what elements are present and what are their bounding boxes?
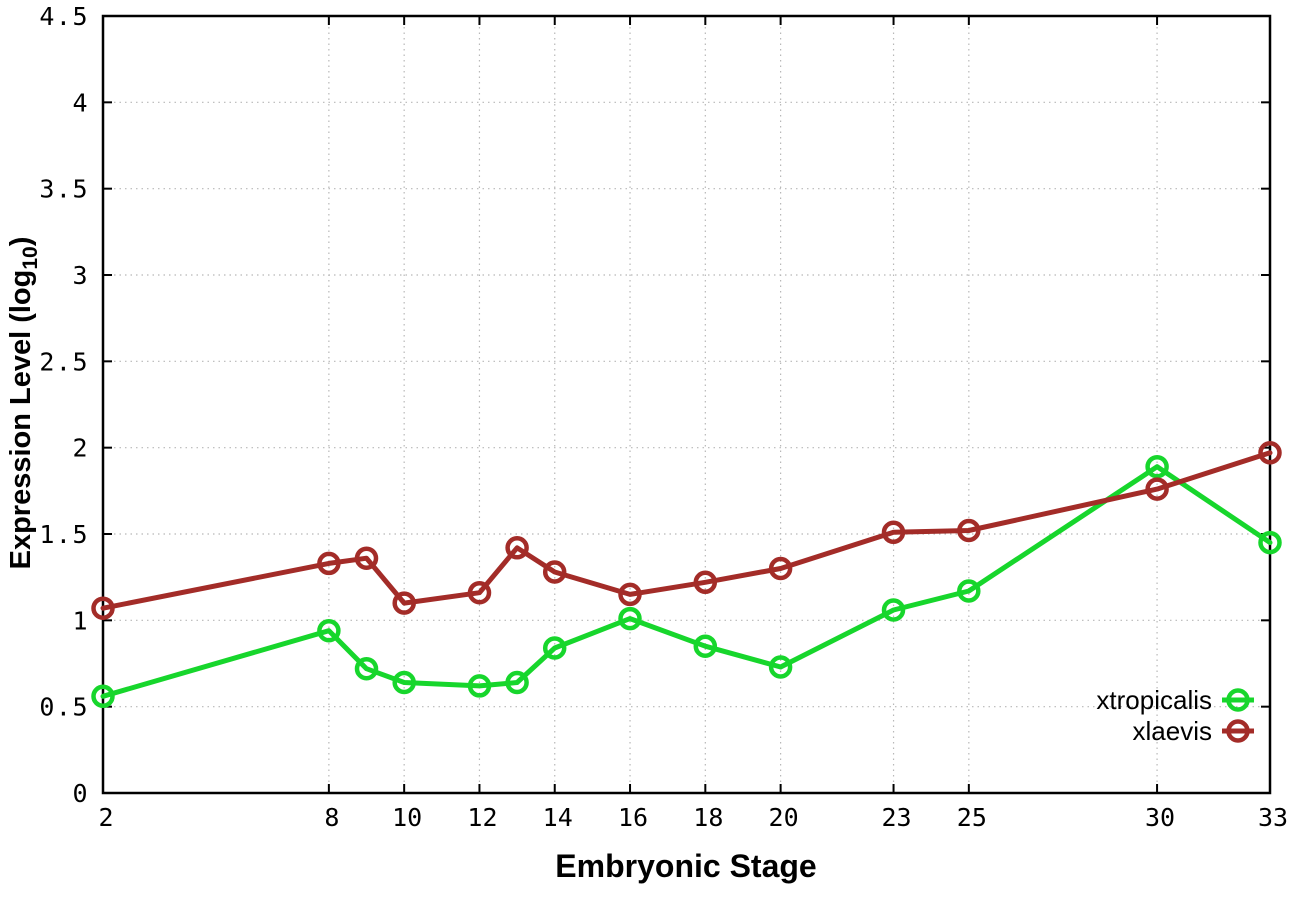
data-point-xlaevis <box>957 518 981 543</box>
legend-marker-xtropicalis <box>1226 688 1250 712</box>
y-tick-label: 1 <box>72 606 89 635</box>
data-point-xtropicalis <box>1145 454 1169 479</box>
data-point-xlaevis <box>542 560 567 584</box>
data-point-xtropicalis <box>881 598 906 622</box>
y-tick-label: 2 <box>72 434 89 463</box>
data-point-xtropicalis <box>91 684 115 709</box>
x-tick-label: 10 <box>392 803 422 832</box>
x-tick-label: 33 <box>1258 803 1288 832</box>
data-point-xlaevis <box>467 580 492 605</box>
data-point-xlaevis <box>881 520 906 545</box>
data-point-xtropicalis <box>542 636 567 660</box>
y-axis-title-subscript: 10 <box>19 246 42 269</box>
y-tick-label: 4.5 <box>39 2 89 31</box>
y-tick-label: 3.5 <box>39 175 89 204</box>
data-point-xlaevis <box>768 556 793 581</box>
legend-marker-xlaevis <box>1226 719 1250 743</box>
y-tick-label: 4 <box>72 88 89 117</box>
data-point-xtropicalis <box>1258 530 1282 555</box>
data-point-xlaevis <box>1258 441 1282 465</box>
data-point-xtropicalis <box>317 618 341 643</box>
y-axis-title-suffix: ) <box>5 237 37 247</box>
data-point-xlaevis <box>693 570 718 595</box>
data-point-xtropicalis <box>768 655 793 679</box>
y-tick-label: 0.5 <box>39 693 89 722</box>
y-axis-title: Expression Level (log10) <box>5 237 42 570</box>
x-tick-label: 2 <box>98 803 113 832</box>
legend-label-xtropicalis: xtropicalis <box>1096 685 1212 715</box>
data-point-xtropicalis <box>618 606 642 631</box>
x-axis-title: Embryonic Stage <box>555 848 816 884</box>
data-point-xtropicalis <box>957 579 981 603</box>
x-tick-label: 25 <box>957 803 987 832</box>
y-tick-label: 1.5 <box>39 520 89 549</box>
series-line-xlaevis <box>100 450 1273 611</box>
y-tick-label: 0 <box>72 779 89 808</box>
x-tick-label: 14 <box>543 803 573 832</box>
plot-border <box>101 14 1272 795</box>
series-line-xtropicalis <box>100 464 1273 699</box>
y-tick-label: 2.5 <box>39 347 89 376</box>
data-point-xlaevis <box>505 536 529 560</box>
data-point-xtropicalis <box>467 674 492 698</box>
data-point-xlaevis <box>317 551 341 576</box>
data-point-xlaevis <box>1145 477 1169 501</box>
data-point-xtropicalis <box>392 670 416 695</box>
data-point-xtropicalis <box>505 670 529 695</box>
data-point-xtropicalis <box>354 656 379 681</box>
y-axis-title-main: Expression Level (log <box>5 270 37 570</box>
x-tick-label: 16 <box>618 803 648 832</box>
data-point-xlaevis <box>91 596 115 620</box>
x-tick-label: 8 <box>324 803 339 832</box>
data-point-xlaevis <box>392 591 416 615</box>
data-point-xlaevis <box>618 582 642 607</box>
x-tick-label: 30 <box>1145 803 1175 832</box>
data-point-xlaevis <box>354 546 379 570</box>
data-point-xtropicalis <box>693 634 718 658</box>
x-tick-label: 23 <box>881 803 911 832</box>
x-tick-label: 18 <box>693 803 723 832</box>
x-tick-label: 20 <box>769 803 799 832</box>
y-tick-label: 3 <box>72 261 89 290</box>
x-tick-label: 12 <box>467 803 497 832</box>
legend-label-xlaevis: xlaevis <box>1133 716 1212 746</box>
